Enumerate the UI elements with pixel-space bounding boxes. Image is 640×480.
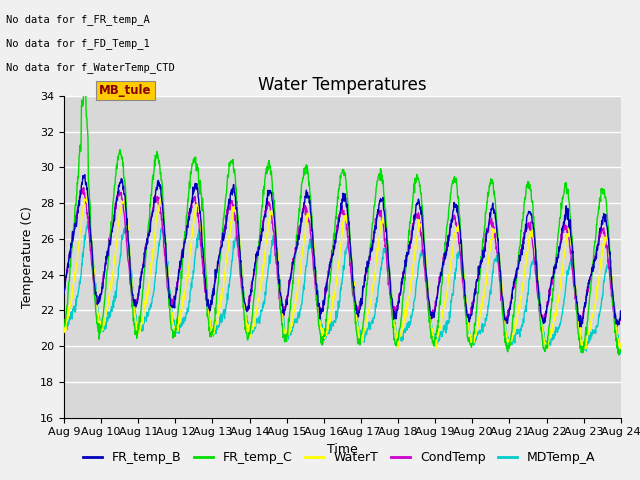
Text: No data for f_FD_Temp_1: No data for f_FD_Temp_1	[6, 38, 150, 49]
Text: No data for f_WaterTemp_CTD: No data for f_WaterTemp_CTD	[6, 62, 175, 73]
Text: No data for f_FR_temp_A: No data for f_FR_temp_A	[6, 14, 150, 25]
X-axis label: Time: Time	[327, 443, 358, 456]
Legend: FR_temp_B, FR_temp_C, WaterT, CondTemp, MDTemp_A: FR_temp_B, FR_temp_C, WaterT, CondTemp, …	[78, 446, 600, 469]
Title: Water Temperatures: Water Temperatures	[258, 76, 427, 95]
Y-axis label: Temperature (C): Temperature (C)	[22, 206, 35, 308]
Text: MB_tule: MB_tule	[99, 84, 152, 97]
